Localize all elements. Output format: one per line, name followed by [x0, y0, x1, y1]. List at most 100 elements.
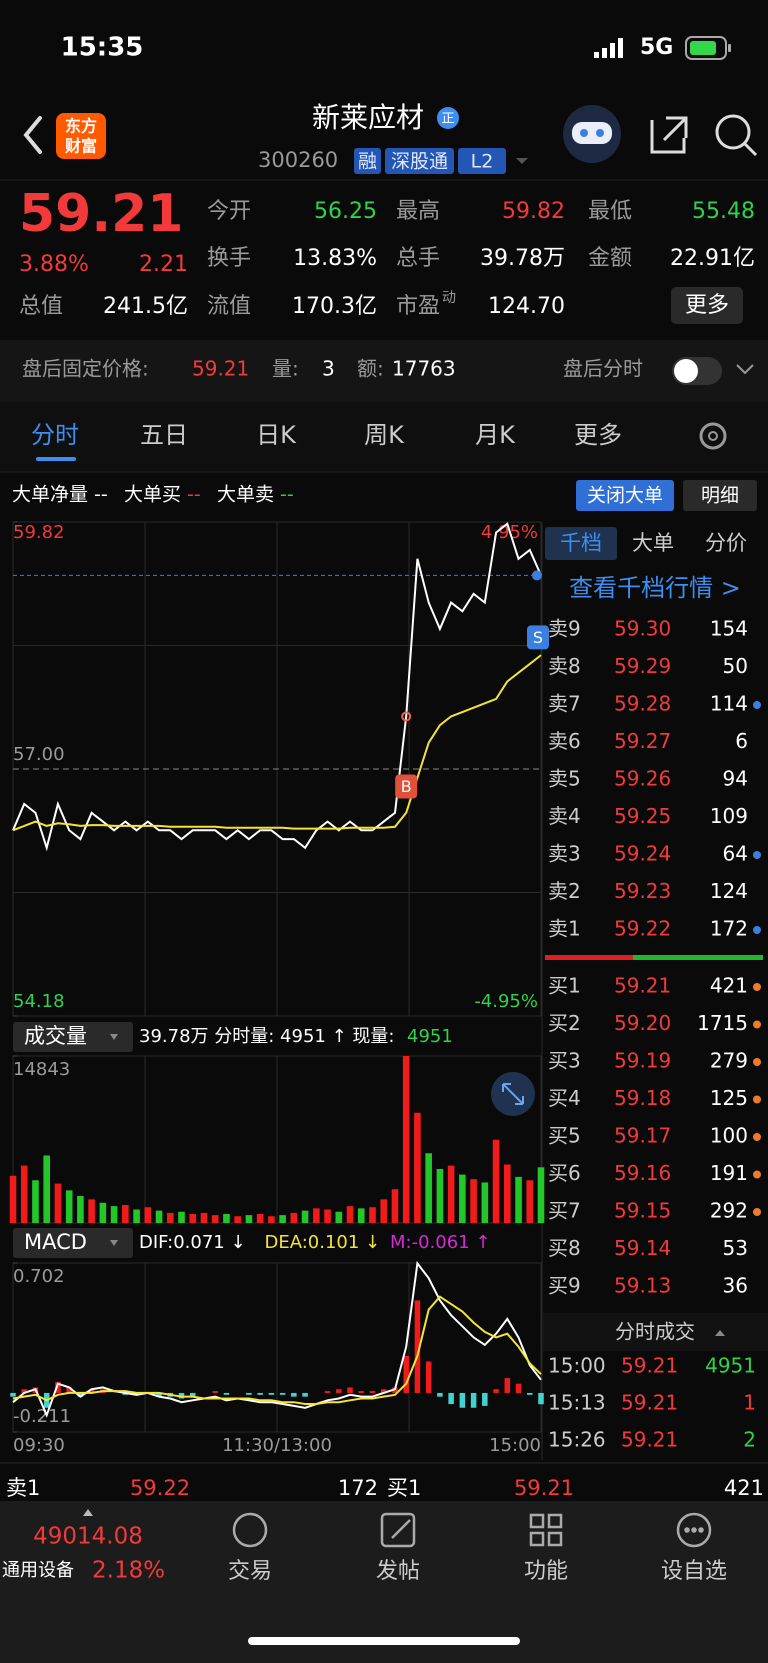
- trade-time: 15:13: [548, 1391, 606, 1415]
- pe-tag: 动: [442, 290, 456, 306]
- book-dot: [753, 1208, 761, 1216]
- macd-bar: [324, 1391, 331, 1393]
- macd-selector[interactable]: [13, 1228, 133, 1258]
- volume-bar: [178, 1211, 185, 1223]
- macd-bar: [538, 1392, 544, 1405]
- back-button[interactable]: [23, 116, 42, 154]
- bottom-bid-label: 买1: [387, 1476, 421, 1500]
- book-price: 59.22: [614, 917, 671, 941]
- indicator-label: DEA:0.101 ↓: [265, 1232, 381, 1253]
- macd-bar: [425, 1361, 432, 1393]
- chart-tab[interactable]: 更多: [574, 421, 622, 449]
- detail-button[interactable]: [683, 480, 757, 511]
- logo-text: 财富: [64, 137, 97, 156]
- volume-bar: [122, 1204, 129, 1223]
- book-volume: 421: [710, 974, 748, 998]
- volume-bar: [290, 1212, 298, 1223]
- macd-title[interactable]: MACD: [24, 1230, 87, 1254]
- legend-name: 大单净量: [12, 484, 88, 506]
- book-price: 59.26: [614, 767, 671, 791]
- depth-link[interactable]: 查看千档行情 >: [569, 574, 741, 602]
- panel-tab[interactable]: 千档: [560, 531, 602, 555]
- x-tick-label: 11:30/13:00: [222, 1435, 332, 1456]
- nav-label[interactable]: 功能: [524, 1559, 568, 1584]
- function-icon[interactable]: [529, 1513, 563, 1547]
- chart-tab[interactable]: 日K: [256, 421, 297, 449]
- nav-label[interactable]: 交易: [228, 1559, 272, 1584]
- settings-gear[interactable]: [699, 422, 727, 450]
- book-label: 买9: [548, 1274, 581, 1298]
- panel-tab[interactable]: 分价: [705, 531, 747, 555]
- volume-bar: [9, 1175, 17, 1223]
- book-volume: 125: [710, 1086, 748, 1110]
- legend-value: --: [187, 484, 201, 506]
- more-button-label[interactable]: 更多: [685, 293, 729, 318]
- trade-icon[interactable]: [232, 1512, 268, 1548]
- macd-bar: [358, 1391, 365, 1393]
- expand-chevron[interactable]: [736, 364, 754, 375]
- volume-bar: [88, 1199, 95, 1223]
- book-label: 卖9: [548, 617, 581, 641]
- volume-bar: [43, 1155, 51, 1223]
- volume-stats: 39.78万 分时量: 4951 ↑ 现量:: [139, 1026, 394, 1047]
- chart-tab[interactable]: 周K: [364, 421, 405, 449]
- volume-bar: [470, 1179, 477, 1223]
- volume-bar: [503, 1164, 511, 1223]
- book-volume: 53: [723, 1236, 748, 1260]
- selector-caret: [110, 1240, 118, 1246]
- expand-chart-button[interactable]: [491, 1072, 535, 1116]
- book-label: 卖3: [548, 842, 581, 866]
- book-volume: 124: [710, 879, 748, 903]
- book-label: 卖2: [548, 879, 581, 903]
- macd-bar: [21, 1389, 27, 1393]
- book-volume: 100: [710, 1124, 748, 1148]
- nav-label[interactable]: 发帖: [376, 1559, 420, 1584]
- close-bigorder-button[interactable]: [576, 480, 674, 511]
- home-indicator: [248, 1637, 520, 1645]
- field-label: 最低: [588, 199, 632, 224]
- active-panel-tab[interactable]: [545, 527, 617, 560]
- book-volume: 94: [723, 767, 748, 791]
- volume-bar: [65, 1190, 73, 1223]
- buy-marker: B: [401, 777, 412, 796]
- volume-bar: [54, 1183, 62, 1223]
- volume-bar: [492, 1139, 500, 1223]
- book-volume: 6: [735, 729, 748, 753]
- chart-tab[interactable]: 五日: [140, 421, 188, 449]
- search-button[interactable]: [715, 114, 758, 157]
- index-value[interactable]: 49014.08: [33, 1524, 143, 1550]
- chart-tab[interactable]: 月K: [475, 421, 516, 449]
- panel-tab[interactable]: 大单: [632, 531, 674, 555]
- app-logo[interactable]: [56, 113, 106, 159]
- chart-tab[interactable]: 分时: [31, 421, 79, 449]
- share-button[interactable]: [650, 116, 688, 154]
- field-label: 流值: [207, 294, 251, 319]
- detail-label[interactable]: 明细: [701, 485, 739, 507]
- more-button[interactable]: [671, 287, 743, 324]
- volume-bar: [537, 1167, 545, 1223]
- field-label: 市盈: [396, 294, 440, 319]
- macd-bar: [527, 1392, 533, 1395]
- watchlist-icon[interactable]: [676, 1512, 712, 1548]
- macd-bar: [369, 1391, 376, 1393]
- book-dot: [753, 701, 761, 709]
- macd-bar: [414, 1300, 421, 1393]
- index-name: 通用设备: [2, 1560, 74, 1581]
- close-bigorder-label[interactable]: 关闭大单: [587, 485, 663, 507]
- volume-title[interactable]: 成交量: [24, 1024, 87, 1048]
- nav-label[interactable]: 设自选: [661, 1559, 727, 1584]
- volume-bar: [144, 1207, 152, 1223]
- after-hours-label: 额:: [357, 357, 384, 381]
- y-tick-label: -0.211: [13, 1406, 71, 1427]
- volume-selector[interactable]: [13, 1022, 133, 1052]
- current-volume: 4951: [407, 1026, 453, 1047]
- price-line: [12, 522, 542, 852]
- book-label: 卖6: [548, 729, 581, 753]
- book-price: 59.21: [614, 974, 671, 998]
- post-icon[interactable]: [380, 1512, 416, 1548]
- book-volume: 172: [710, 917, 748, 941]
- stock-name: 新莱应材: [312, 101, 424, 134]
- code-dropdown[interactable]: [516, 158, 528, 164]
- book-price: 59.18: [614, 1086, 671, 1110]
